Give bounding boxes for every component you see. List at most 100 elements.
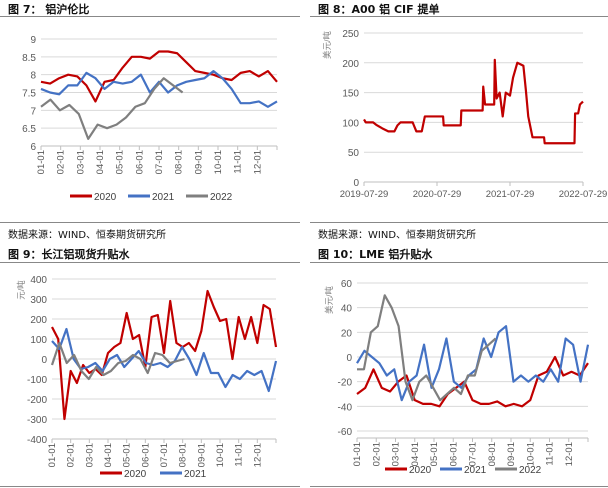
divider [0, 486, 300, 487]
x-tick-label: 05-01 [122, 443, 133, 467]
y-tick-label: 40 [341, 304, 353, 315]
series-line-2020 [40, 50, 278, 103]
y-tick-label: -60 [338, 427, 353, 438]
series-line-2022 [50, 341, 185, 381]
x-tick-label: 05-01 [429, 442, 440, 466]
x-tick-label: 11-01 [234, 443, 245, 467]
y-tick-label: 300 [30, 295, 47, 306]
y-tick-label: 200 [342, 59, 359, 70]
series-line-2021 [356, 325, 590, 402]
legend-label-2022: 2022 [519, 465, 542, 476]
x-tick-label: 01-01 [36, 150, 47, 174]
figure-9-title: 图 9：长江铝现货升贴水 [8, 248, 130, 261]
y-tick-label: 0 [346, 353, 352, 364]
divider [310, 486, 608, 487]
x-tick-label: 12-01 [252, 150, 263, 174]
y-tick-label: -100 [27, 375, 47, 386]
y-axis-label: 美元/吨 [322, 31, 332, 59]
series-line-2022 [40, 77, 184, 140]
x-tick-label: 12-01 [252, 443, 263, 467]
x-tick-label: 06-01 [448, 442, 459, 466]
figure-8-source: 数据来源：WIND、恒泰期货研究所 [318, 230, 477, 241]
x-tick-label: 04-01 [410, 442, 421, 466]
divider [310, 222, 608, 223]
series-line-2021 [40, 69, 278, 108]
legend-label-2020: 2020 [124, 469, 147, 480]
x-tick-label: 08-01 [487, 442, 498, 466]
y-tick-label: 6.5 [22, 124, 36, 135]
legend-label-2020: 2020 [409, 465, 432, 476]
figure-7-title: 图 7： 铝沪伦比 [8, 3, 90, 16]
x-tick-label: 06-01 [140, 443, 151, 467]
x-tick-label: 08-01 [178, 443, 189, 467]
y-axis-label: 元/吨 [16, 280, 26, 300]
chart-9: -400 -300 -200 -100 0 100 200 300 400 01-01 02-01 0… [16, 275, 278, 480]
x-tick-label: 09-01 [196, 443, 207, 467]
y-tick-label: -40 [338, 402, 353, 413]
series-line-2020 [356, 355, 589, 408]
y-tick-label: 6 [30, 142, 36, 153]
y-tick-label: -20 [338, 378, 353, 389]
figure-10-title: 图 10：LME 铝升贴水 [318, 248, 433, 261]
x-tick-label: 01-01 [352, 442, 363, 466]
y-tick-label: 100 [342, 118, 359, 129]
y-tick-label: 100 [30, 335, 47, 346]
figure-8-title: 图 8：A00 铝 CIF 提单 [318, 3, 440, 16]
x-tick-label: 12-01 [564, 442, 575, 466]
y-tick-label: 60 [341, 279, 353, 290]
legend-label-2021: 2021 [152, 192, 175, 203]
y-tick-label: 200 [30, 315, 47, 326]
x-tick-label: 2021-07-29 [486, 189, 535, 200]
y-tick-label: 7.5 [22, 89, 36, 100]
legend-label-2021: 2021 [184, 469, 207, 480]
y-tick-label: 400 [30, 275, 47, 286]
chart-10: -60 -40 -20 0 20 40 60 01-01 02-01 03-01 04-01 05-0… [324, 279, 590, 476]
x-tick-label: 04-01 [103, 443, 114, 467]
chart-8: 0 50 100 150 200 250 2019-07-29 2020-07-29 2021-… [322, 29, 607, 200]
x-tick-label: 07-01 [159, 443, 170, 467]
x-tick-label: 09-01 [193, 150, 204, 174]
y-tick-label: -200 [27, 395, 47, 406]
y-tick-label: 20 [341, 328, 353, 339]
series-line-2022 [357, 294, 497, 402]
x-tick-label: 10-01 [213, 150, 224, 174]
x-tick-label: 05-01 [115, 150, 126, 174]
y-axis-label: 美元/吨 [324, 286, 334, 314]
y-tick-label: -400 [27, 435, 47, 446]
y-tick-label: 9 [30, 35, 36, 46]
x-tick-label: 2019-07-29 [340, 189, 389, 200]
legend-label-2022: 2022 [210, 192, 233, 203]
x-tick-label: 06-01 [134, 150, 145, 174]
x-tick-label: 07-01 [154, 150, 165, 174]
divider [310, 262, 608, 263]
series-line-CIF [363, 58, 584, 145]
x-tick-label: 07-01 [468, 442, 479, 466]
y-tick-label: 50 [348, 148, 360, 159]
x-tick-label: 03-01 [75, 150, 86, 174]
legend-label-2021: 2021 [464, 465, 487, 476]
x-tick-label: 04-01 [95, 150, 106, 174]
x-tick-label: 03-01 [391, 442, 402, 466]
y-tick-label: -300 [27, 415, 47, 426]
x-tick-label: 01-01 [47, 443, 58, 467]
x-tick-label: 02-01 [56, 150, 67, 174]
series-line-2021 [51, 327, 278, 393]
x-tick-label: 03-01 [84, 443, 95, 467]
x-tick-label: 11-01 [545, 442, 556, 466]
x-tick-label: 11-01 [233, 150, 244, 174]
divider [0, 16, 300, 17]
legend-label-2020: 2020 [94, 192, 117, 203]
divider [0, 222, 300, 223]
figure-7-source: 数据来源：WIND、恒泰期货研究所 [8, 230, 167, 241]
y-tick-label: 8.5 [22, 53, 36, 64]
y-tick-label: 8 [30, 71, 36, 82]
x-tick-label: 02-01 [66, 443, 77, 467]
y-tick-label: 150 [342, 89, 359, 100]
x-tick-label: 08-01 [174, 150, 185, 174]
y-tick-label: 0 [353, 178, 359, 189]
x-tick-label: 02-01 [371, 442, 382, 466]
divider [310, 16, 608, 17]
x-tick-label: 2020-07-29 [413, 189, 462, 200]
